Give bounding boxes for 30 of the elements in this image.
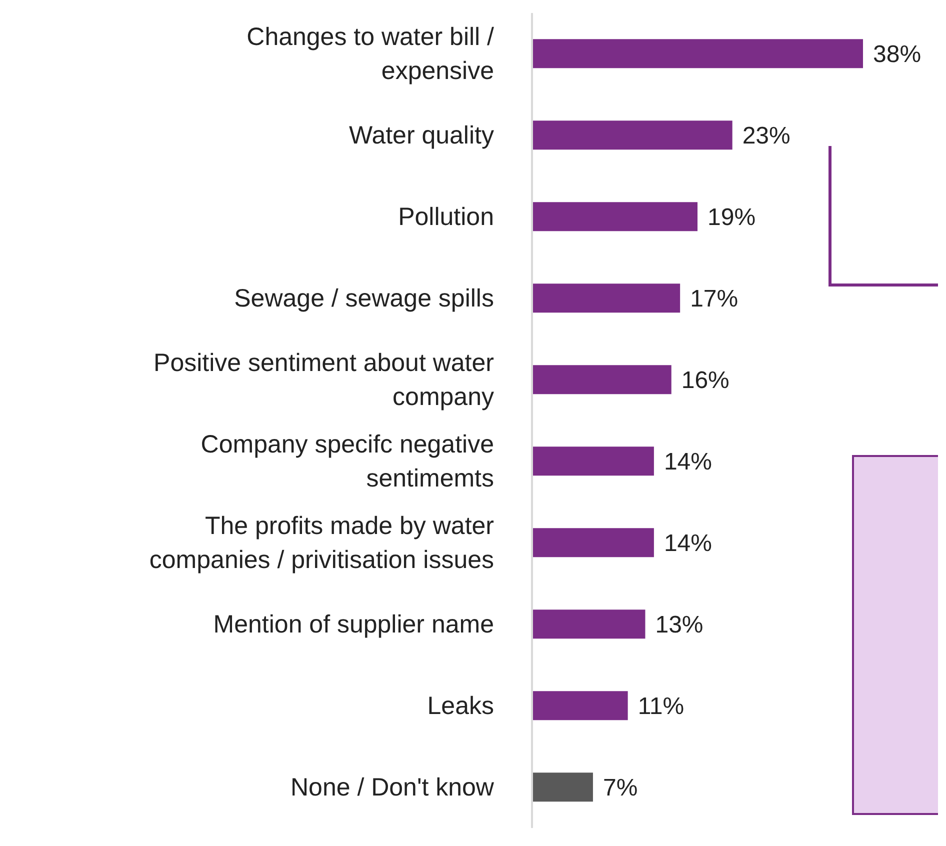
y-tick-label: Pollution	[398, 202, 494, 231]
data-label: 11%	[638, 693, 684, 720]
bar	[532, 446, 654, 476]
bar	[532, 284, 680, 313]
y-tick-label: Water quality	[349, 121, 494, 150]
bar	[532, 772, 593, 802]
y-tick-label: Changes to water bill / expensive	[246, 22, 494, 85]
y-tick-label: Company specifc negative sentimemts	[200, 430, 494, 492]
y-tick-label: Mention of supplier name	[213, 610, 494, 638]
bar	[532, 691, 628, 720]
bar	[532, 39, 863, 68]
y-tick-label: Leaks	[427, 692, 494, 720]
y-tick-label: None / Don't know	[290, 773, 495, 802]
bar	[532, 528, 654, 558]
data-label: 38%	[873, 41, 922, 68]
data-label: 13%	[655, 612, 704, 639]
data-label: 17%	[690, 286, 738, 313]
bar	[532, 202, 698, 232]
data-label: 14%	[664, 448, 712, 476]
bar	[532, 120, 732, 150]
data-label: 14%	[664, 530, 712, 558]
y-tick-label: Positive sentiment about water company	[154, 348, 494, 411]
bar	[532, 365, 672, 394]
y-tick-label: The profits made by water companies / privitisation issues	[149, 512, 494, 574]
data-label: 23%	[742, 122, 790, 150]
data-label: 16%	[681, 367, 730, 394]
bar	[532, 610, 646, 639]
y-tick-label: Sewage / sewage spills	[234, 284, 494, 312]
data-label: 19%	[708, 204, 756, 232]
data-label: 7%	[602, 774, 638, 802]
